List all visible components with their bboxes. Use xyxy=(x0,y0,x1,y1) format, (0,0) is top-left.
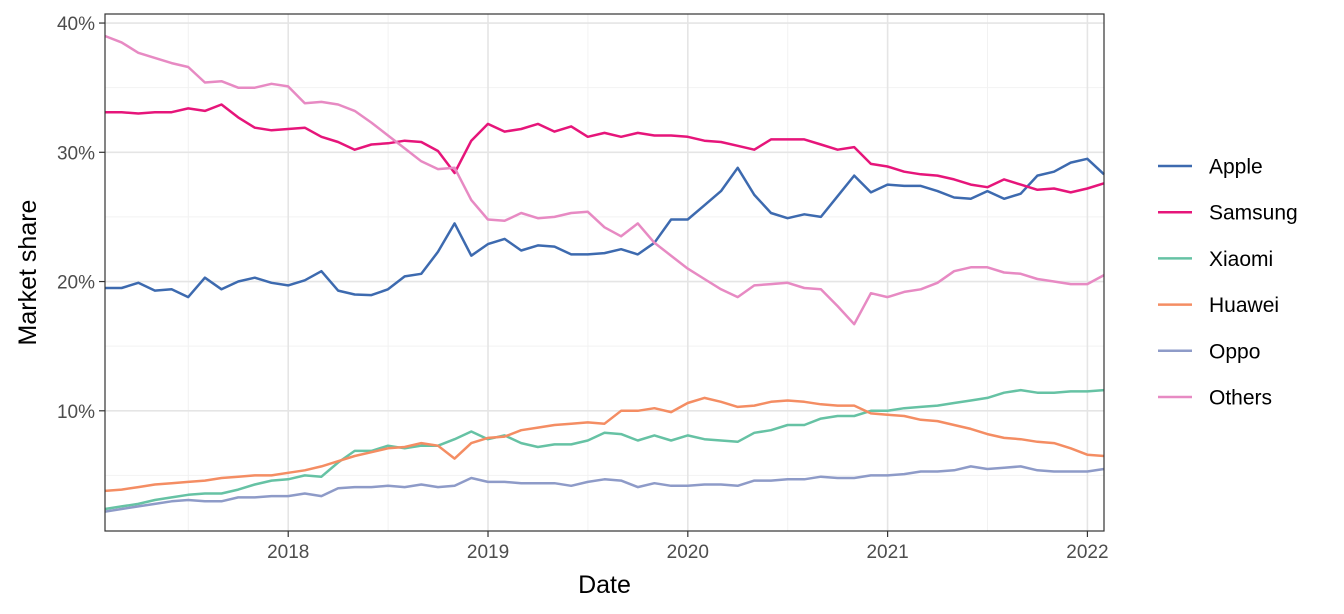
legend-label-oppo: Oppo xyxy=(1209,340,1260,363)
y-tick-label: 30% xyxy=(57,143,95,164)
x-axis-tick-labels: 2018 2019 2020 2021 2022 xyxy=(267,542,1108,563)
y-axis: 10% 20% 30% 40% Market share xyxy=(14,14,105,423)
legend-label-samsung: Samsung xyxy=(1209,202,1298,225)
series-line-samsung xyxy=(105,103,1105,194)
x-tick-label: 2022 xyxy=(1066,542,1108,563)
legend-label-huawei: Huawei xyxy=(1209,294,1279,317)
series-line-huawei xyxy=(104,396,1105,493)
x-tick-label: 2019 xyxy=(467,542,509,563)
y-tick-label: 10% xyxy=(57,402,95,423)
x-axis: 2018 2019 2020 2021 2022 Date xyxy=(267,531,1109,599)
plot-panel xyxy=(104,13,1105,532)
series-line-xiaomi xyxy=(104,388,1105,511)
legend-label-apple: Apple xyxy=(1209,156,1263,179)
legend: Apple Samsung Xiaomi Huawei Oppo Others xyxy=(1158,156,1298,410)
series-line-oppo xyxy=(104,465,1105,513)
legend-label-xiaomi: Xiaomi xyxy=(1209,248,1273,271)
x-tick-label: 2020 xyxy=(667,542,709,563)
series-line-apple xyxy=(105,157,1105,299)
x-axis-title: Date xyxy=(578,571,631,599)
y-axis-tick-labels: 10% 20% 30% 40% xyxy=(57,14,95,423)
y-axis-title: Market share xyxy=(14,200,42,346)
series-line-others xyxy=(104,34,1105,326)
x-tick-label: 2018 xyxy=(267,542,309,563)
series-layer xyxy=(104,34,1105,513)
x-tick-label: 2021 xyxy=(866,542,908,563)
x-axis-ticks xyxy=(287,531,1089,537)
y-axis-ticks xyxy=(99,22,105,412)
plot-border xyxy=(104,13,1105,532)
y-tick-label: 20% xyxy=(57,273,95,294)
y-tick-label: 40% xyxy=(57,14,95,35)
plot-background xyxy=(105,14,1104,531)
legend-label-others: Others xyxy=(1209,387,1272,410)
